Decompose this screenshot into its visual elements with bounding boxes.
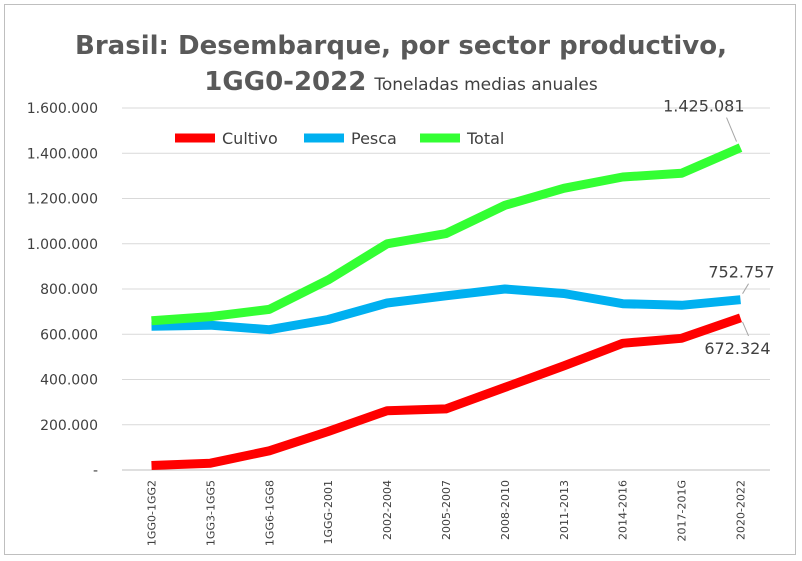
x-tick-label: 2011-2013 <box>558 480 571 540</box>
x-tick-label: 2014-2016 <box>617 480 630 540</box>
y-tick-label: 800.000 <box>40 282 98 298</box>
legend-label-cultivo: Cultivo <box>222 129 278 148</box>
chart-title: Brasil: Desembarque, por sector producti… <box>0 28 802 103</box>
y-tick-label: 1.600.000 <box>27 101 98 117</box>
series-lines <box>151 143 743 470</box>
x-tick-label: 1GGG-2001 <box>322 480 335 545</box>
legend-label-pesca: Pesca <box>351 129 397 148</box>
x-tick-label: 2017-201G <box>676 480 689 541</box>
gridlines <box>122 107 770 471</box>
y-tick-label: 600.000 <box>40 327 98 343</box>
x-tick-label: 1GG6-1GG8 <box>263 480 276 546</box>
y-tick-label: 1.200.000 <box>27 192 98 208</box>
legend-label-total: Total <box>466 129 504 148</box>
x-axis-ticks: 1GG0-1GG2 1GG3-1GG5 1GG6-1GG8 1GGG-2001 2002… <box>145 480 747 546</box>
data-labels: 1.425.081 752.757 672.324 <box>663 97 774 358</box>
x-tick-label: 2020-2022 <box>735 480 748 540</box>
leader-line-total <box>726 117 738 142</box>
chart-title-line2-wrap: 1GG0-2022 Toneladas medias anuales <box>0 64 802 103</box>
x-tick-label: 2002-2004 <box>381 480 394 540</box>
y-tick-label: 1.400.000 <box>27 146 98 162</box>
chart-subtitle: Toneladas medias anuales <box>374 75 598 95</box>
series-line-cultivo <box>151 313 742 470</box>
y-tick-label: 400.000 <box>40 373 98 389</box>
legend: Cultivo Pesca Total <box>175 129 504 148</box>
chart-title-line1: Brasil: Desembarque, por sector producti… <box>75 31 727 61</box>
leader-line-cultivo <box>742 321 750 337</box>
series-line-total <box>151 143 743 326</box>
y-tick-label: - <box>93 463 98 479</box>
y-axis-ticks: - 200.000 400.000 600.000 800.000 1.000.000 1.… <box>27 101 98 479</box>
x-tick-label: 2005-2007 <box>440 480 453 540</box>
data-label-total: 1.425.081 <box>663 97 744 116</box>
data-label-cultivo: 672.324 <box>704 339 770 358</box>
x-tick-label: 1GG3-1GG5 <box>204 480 217 546</box>
y-tick-label: 200.000 <box>40 418 98 434</box>
data-label-pesca: 752.757 <box>708 263 774 282</box>
x-tick-label: 2008-2010 <box>499 480 512 540</box>
chart-title-line2: 1GG0-2022 <box>204 67 367 97</box>
y-tick-label: 1.000.000 <box>27 237 98 253</box>
x-tick-label: 1GG0-1GG2 <box>145 480 158 546</box>
series-line-pesca <box>151 284 741 335</box>
leader-line-pesca <box>742 283 749 294</box>
chart-frame <box>4 4 796 555</box>
